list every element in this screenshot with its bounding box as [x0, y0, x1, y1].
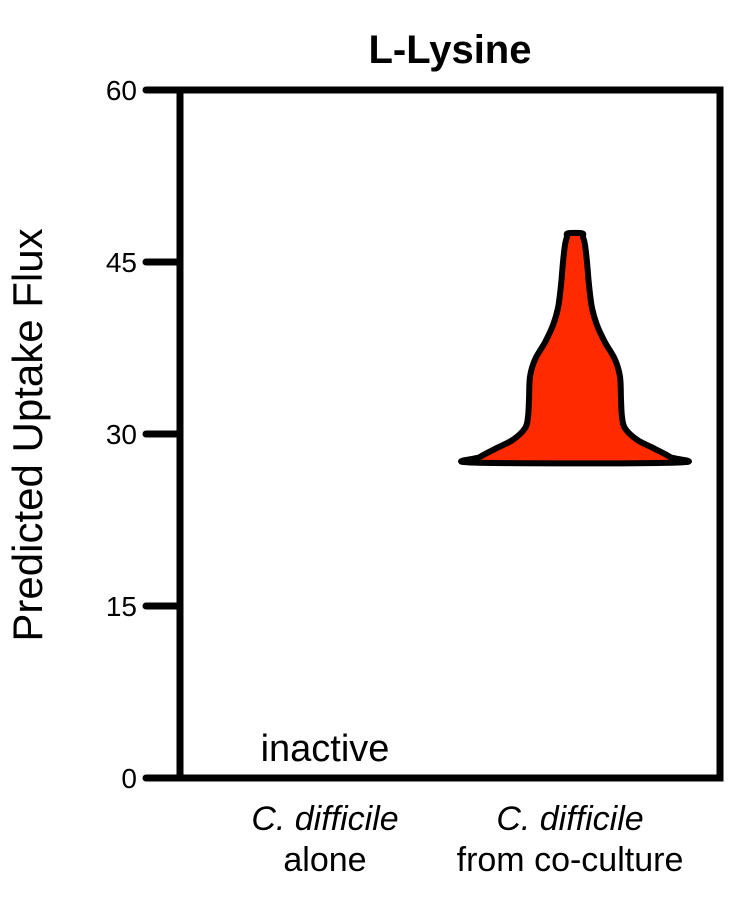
- x-category-label-line2: from co-culture: [457, 841, 684, 879]
- violins: inactive: [261, 229, 692, 770]
- y-axis-label: Predicted Uptake Flux: [4, 228, 51, 641]
- y-tick-label: 0: [121, 763, 137, 794]
- y-tick-label: 15: [106, 591, 137, 622]
- x-category-label-line1: C. difficile: [251, 800, 398, 838]
- y-tick-label: 60: [106, 75, 137, 106]
- y-tick-label: 45: [106, 247, 137, 278]
- x-category-label-line1: C. difficile: [496, 800, 643, 838]
- chart-title: L-Lysine: [369, 28, 532, 72]
- x-category-label-line2: alone: [283, 841, 366, 879]
- violin-coculture: [458, 229, 692, 467]
- y-axis-ticks: 0 15 30 45 60: [106, 75, 184, 794]
- y-tick-label: 30: [106, 419, 137, 450]
- plot-frame: [176, 86, 724, 782]
- inactive-annotation: inactive: [261, 728, 390, 770]
